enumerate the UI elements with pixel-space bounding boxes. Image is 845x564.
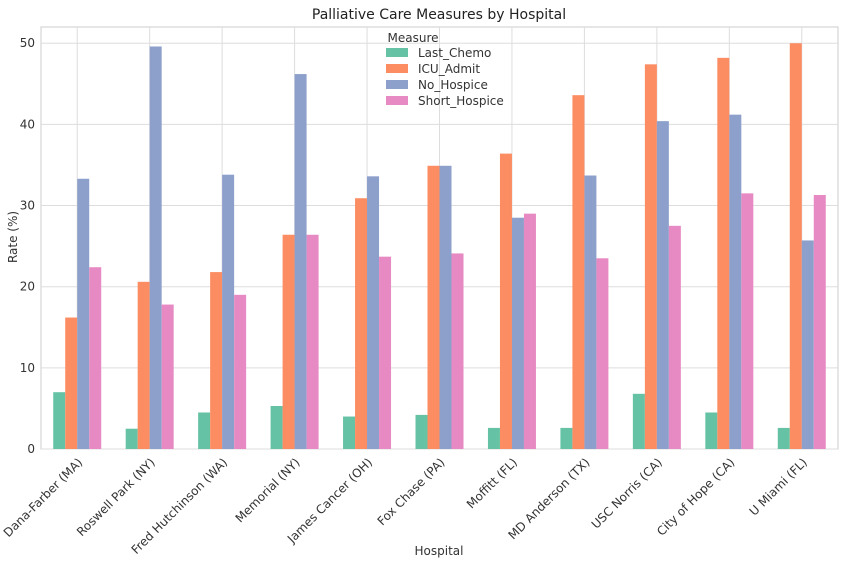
legend-swatch	[386, 64, 408, 73]
bar-last-chemo	[270, 405, 283, 449]
bar-icu-admit	[427, 165, 440, 449]
legend-entry: Last_Chemo	[418, 46, 491, 60]
legend-title: Measure	[388, 31, 439, 45]
bar-short-hospice	[596, 258, 609, 449]
bar-no-hospice	[294, 74, 307, 450]
bar-last-chemo	[632, 393, 645, 449]
bar-last-chemo	[198, 412, 211, 449]
bar-icu-admit	[210, 272, 223, 449]
bar-no-hospice	[77, 178, 90, 449]
bar-no-hospice	[367, 176, 380, 450]
x-tick-label: USC Norris (CA)	[589, 455, 665, 531]
y-tick-label: 50	[20, 36, 35, 50]
bar-short-hospice	[741, 193, 754, 449]
x-tick-label: Dana-Farber (MA)	[1, 455, 86, 540]
legend-entry: Short_Hospice	[418, 94, 504, 108]
x-tick-label: U Miami (FL)	[747, 455, 810, 518]
y-tick-label: 30	[20, 199, 35, 213]
x-axis-label: Hospital	[415, 544, 464, 558]
y-axis-ticks: 0 10 20 30 40 50	[20, 36, 35, 456]
chart-title: Palliative Care Measures by Hospital	[312, 7, 566, 23]
legend-entry: No_Hospice	[418, 78, 488, 92]
bar-icu-admit	[789, 43, 802, 449]
bar-no-hospice	[584, 175, 597, 449]
legend-entry: ICU_Admit	[418, 62, 480, 76]
bar-icu-admit	[499, 153, 512, 449]
bar-no-hospice	[439, 165, 452, 449]
bar-icu-admit	[717, 57, 730, 449]
bar-last-chemo	[705, 412, 718, 449]
bar-short-hospice	[234, 294, 247, 449]
x-tick-label: City of Hope (CA)	[654, 455, 737, 538]
legend-swatch	[386, 96, 408, 105]
y-tick-label: 40	[20, 117, 35, 131]
x-axis-ticks: Dana-Farber (MA)Roswell Park (NY)Fred Hu…	[1, 455, 810, 557]
bar-icu-admit	[572, 95, 585, 450]
bar-no-hospice	[149, 46, 162, 449]
bar-no-hospice	[511, 217, 524, 449]
y-tick-label: 10	[20, 361, 35, 375]
bar-last-chemo	[560, 427, 573, 449]
bar-short-hospice	[161, 304, 174, 449]
legend-swatch	[386, 48, 408, 57]
bar-last-chemo	[53, 392, 66, 449]
y-tick-label: 20	[20, 280, 35, 294]
x-tick-label: MD Anderson (TX)	[505, 455, 592, 542]
bar-icu-admit	[65, 317, 78, 449]
bar-short-hospice	[813, 194, 826, 449]
bar-last-chemo	[777, 427, 790, 449]
bar-no-hospice	[729, 114, 742, 450]
x-tick-label: Memorial (NY)	[233, 455, 303, 525]
bar-icu-admit	[644, 64, 657, 449]
bar-short-hospice	[668, 225, 681, 449]
bar-short-hospice	[523, 213, 536, 449]
bar-no-hospice	[656, 121, 669, 449]
x-tick-label: Moffitt (FL)	[464, 455, 520, 511]
x-tick-label: Roswell Park (NY)	[74, 455, 158, 539]
y-tick-label: 0	[27, 442, 35, 456]
bar-short-hospice	[89, 267, 102, 449]
bar-last-chemo	[415, 414, 428, 449]
bars	[53, 43, 826, 450]
bar-short-hospice	[451, 253, 464, 449]
bar-no-hospice	[222, 174, 235, 449]
bar-short-hospice	[379, 256, 392, 449]
bar-last-chemo	[343, 416, 356, 449]
bar-icu-admit	[137, 281, 150, 449]
bar-icu-admit	[282, 234, 295, 449]
bar-short-hospice	[306, 234, 319, 449]
legend: Measure Last_Chemo ICU_Admit No_Hospice Sho…	[386, 31, 504, 108]
bar-last-chemo	[125, 428, 138, 449]
bar-icu-admit	[355, 198, 368, 449]
y-axis-label: Rate (%)	[6, 211, 20, 263]
bar-last-chemo	[487, 427, 500, 449]
legend-swatch	[386, 80, 408, 89]
x-tick-label: Fox Chase (PA)	[375, 455, 448, 528]
bar-no-hospice	[801, 240, 814, 449]
